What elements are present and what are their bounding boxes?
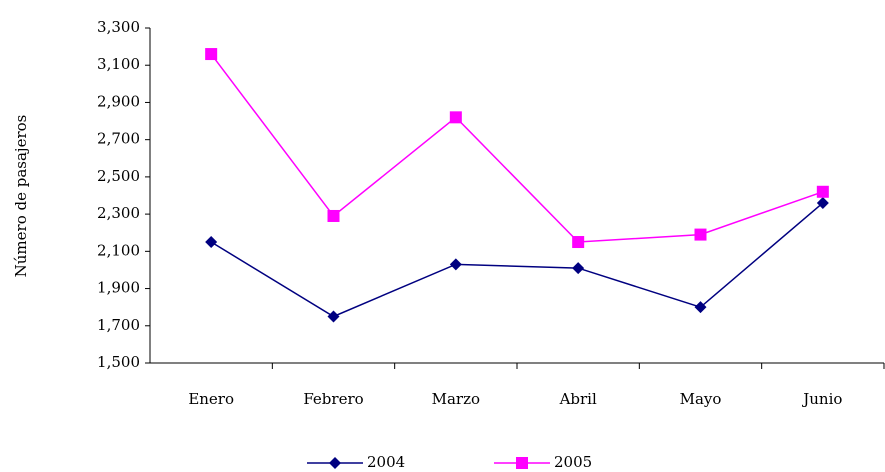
series-line — [210, 202, 824, 318]
y-axis-label: Número de pasajeros — [12, 115, 30, 278]
y-tick-label: 1,500 — [97, 353, 140, 371]
marker — [327, 310, 340, 323]
y-tick-label: 1,700 — [97, 316, 140, 334]
x-tick-label: Mayo — [680, 390, 722, 408]
marker — [816, 185, 829, 198]
x-tick-label: Abril — [559, 390, 597, 408]
x-tick-label: Junio — [801, 390, 842, 408]
x-tick-label: Enero — [188, 390, 234, 408]
marker — [694, 228, 707, 241]
x-tick-label: Febrero — [303, 390, 363, 408]
marker — [205, 48, 218, 61]
y-tick-label: 2,500 — [97, 167, 140, 185]
marker — [327, 209, 340, 222]
marker — [329, 457, 341, 469]
marker — [205, 236, 218, 249]
y-tick-label: 2,700 — [97, 130, 140, 148]
legend-label: 2004 — [367, 453, 405, 471]
marker — [694, 301, 707, 314]
marker — [572, 236, 585, 249]
y-tick-label: 2,900 — [97, 92, 140, 110]
y-tick-label: 3,100 — [97, 55, 140, 73]
y-tick-label: 3,300 — [97, 18, 140, 36]
marker — [516, 457, 528, 469]
y-tick-label: 2,300 — [97, 204, 140, 222]
series-line — [210, 53, 824, 243]
marker — [816, 196, 829, 209]
legend-label: 2005 — [554, 453, 592, 471]
x-tick-label: Marzo — [432, 390, 480, 408]
marker — [449, 111, 462, 124]
y-tick-label: 1,900 — [97, 279, 140, 297]
marker — [572, 262, 585, 275]
y-tick-label: 2,100 — [97, 241, 140, 259]
marker — [449, 258, 462, 271]
